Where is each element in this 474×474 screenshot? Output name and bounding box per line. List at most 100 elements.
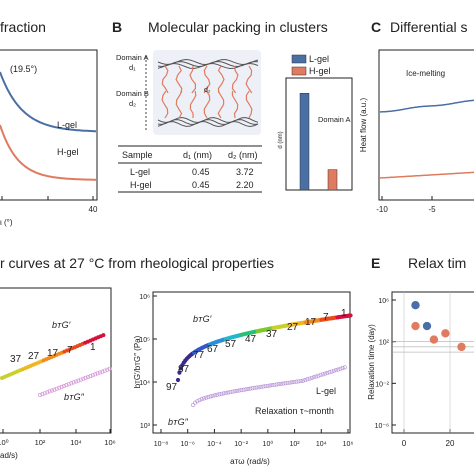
panel-d-right-gdouble-point [296,379,301,384]
panel-c-title: Differential s [390,19,468,35]
schematic-side-chain [203,90,211,119]
bar-chart-annotation: Domain A [318,115,351,124]
panel-d-right-temp-label: 67 [207,344,219,355]
panel-d-right-gdouble-point [278,381,283,386]
panel-d-right-gdouble-point [309,375,314,380]
panel-d-left-gprime-point [101,333,106,338]
schematic-bottom-chain [157,119,259,125]
panel-d-left-xlabel: ad/s) [0,451,18,460]
panel-d-right-gprime-label: bᴛG′ [193,314,212,324]
schematic-side-chain [245,65,253,94]
panel-e-title: Relax tim [408,255,466,271]
panel-d-left-gdouble-point [74,379,79,384]
panel-d-right-temp-label: 47 [245,334,257,345]
panel-a-hgel-curve [0,124,96,181]
panel-d-left-gdouble-point [59,384,64,389]
panel-d-right-gdouble-point [208,394,213,399]
panel-e-point-h-gel [441,329,450,338]
panel-d-left-xtick-label: 10⁴ [70,438,82,447]
panel-d-left-temp-label: 37 [10,354,22,365]
panel-a-peak-label: (19.5°) [10,64,37,74]
panel-e-point-l-gel [411,301,420,310]
panel-d-right-gdouble-point [204,395,209,400]
panel-e-ylabel: Relaxation time (day) [367,324,376,400]
panel-b-title: Molecular packing in clusters [148,19,328,35]
panel-d-right-gprime-point [348,313,353,318]
panel-d-right-gdouble-point [303,377,308,382]
panel-d-right-gdouble-point [300,378,305,383]
panel-d-right-gprime-point [175,377,181,383]
panel-d-right-xtick-label: 10⁶ [343,441,354,448]
panel-d-left-gdouble-point [61,383,66,388]
panel-d-right-gdouble-point [338,366,343,371]
panel-d-left-gdouble-point [54,386,59,391]
panel-d-right-gdouble-point [210,393,215,398]
panel-d-right-gdouble-point [215,392,220,397]
table-row-sample: L-gel [130,167,150,177]
panel-d-right-gdouble-point [281,381,286,386]
schematic-side-chain [217,65,225,94]
panel-d-right-xtick-label: 10⁻⁴ [207,441,222,448]
panel-d-right-gdouble-point [230,389,235,394]
schematic-side-chain [189,65,196,94]
panel-d-right-gdouble-point [199,397,204,402]
legend-swatch-lgel [291,54,307,64]
panel-d-right-gdouble-point [305,377,310,382]
panel-c-xtick-label: -10 [376,205,388,214]
panel-d-right-temp-label: 1 [341,308,347,319]
panel-d-right-temp-label: 77 [193,350,205,361]
panel-d-right-gdouble-point [292,379,297,384]
panel-d-left-gdouble-point [57,385,62,390]
panel-d-right-gdouble-point [241,387,246,392]
panel-e-point-h-gel [411,321,420,331]
schematic-domain-a-label: Domain A [116,53,149,62]
panel-d-right-gdouble-label: bᴛG″ [168,417,189,427]
panel-d-left-temp-label: 17 [47,348,59,359]
panel-d-right-gdouble-point [265,383,270,388]
panel-d-left-gdouble-point [47,389,52,394]
panel-d-right-xlabel: aᴛω (rad/s) [230,457,270,466]
panel-d-right-gdouble-point [263,384,268,389]
schematic-side-chain [203,65,211,94]
panel-d-right-gdouble-point [226,390,231,395]
panel-d-right-gdouble-point [254,385,259,390]
panel-d-right-frame [152,291,351,434]
panel-d-right-gdouble-point [331,368,336,373]
panel-d-right-gdouble-point [252,385,257,390]
panel-d-right-xtick-label: 10⁻⁶ [181,441,195,448]
panel-d-left-gdouble-point [81,376,86,381]
panel-d-left-gdouble-point [42,391,47,396]
schematic-side-chain [175,65,183,94]
table-header-d1: d₁ (nm) [183,150,212,160]
bar-chart-frame [285,77,353,191]
panel-d-right-xtick-label: 10⁻⁸ [154,441,168,448]
schematic-d2-label: d₂ [129,99,136,108]
panel-d-right-ylabel: bᴛG′/bᴛG″ (Pa) [133,335,142,388]
schematic-side-chain [189,90,197,119]
panel-d-right-gdouble-point [316,373,321,378]
panel-d-left-xtick-label: 10⁶ [104,438,115,447]
panel-d-left-gdouble-point [66,382,71,387]
panel-d-right-temp-label: 27 [287,322,299,333]
panel-d-left-gdouble-point [64,383,69,388]
panel-c-ylabel: Heat flow (a.u.) [359,98,368,153]
panel-e-letter: E [371,255,380,271]
panel-d-right-gdouble-point [217,392,222,397]
panel-d-left-gdouble-point [71,380,76,385]
panel-d-left-gdouble-point [100,369,105,374]
panel-a-xlabel: ι (°) [0,218,13,227]
panel-d-left-xtick-label: 10⁰ [0,438,9,447]
table-row-d2: 2.20 [236,180,254,190]
panel-d-right-temp-label: 7 [323,312,329,323]
panel-d-right-gdouble-point [206,395,211,400]
panel-d-right-gdouble-point [336,367,341,372]
table-row-d2: 3.72 [236,167,254,177]
table-header-d2: d₂ (nm) [228,150,258,160]
panel-d-right-gdouble-point [228,390,233,395]
panel-d-left-frame [0,287,112,434]
panel-e-xtick-label: 0 [402,439,407,448]
panel-d-left-gdouble-point [88,374,93,379]
panel-e-point-h-gel [429,335,439,344]
panel-d-right-gprime-point [177,370,182,375]
